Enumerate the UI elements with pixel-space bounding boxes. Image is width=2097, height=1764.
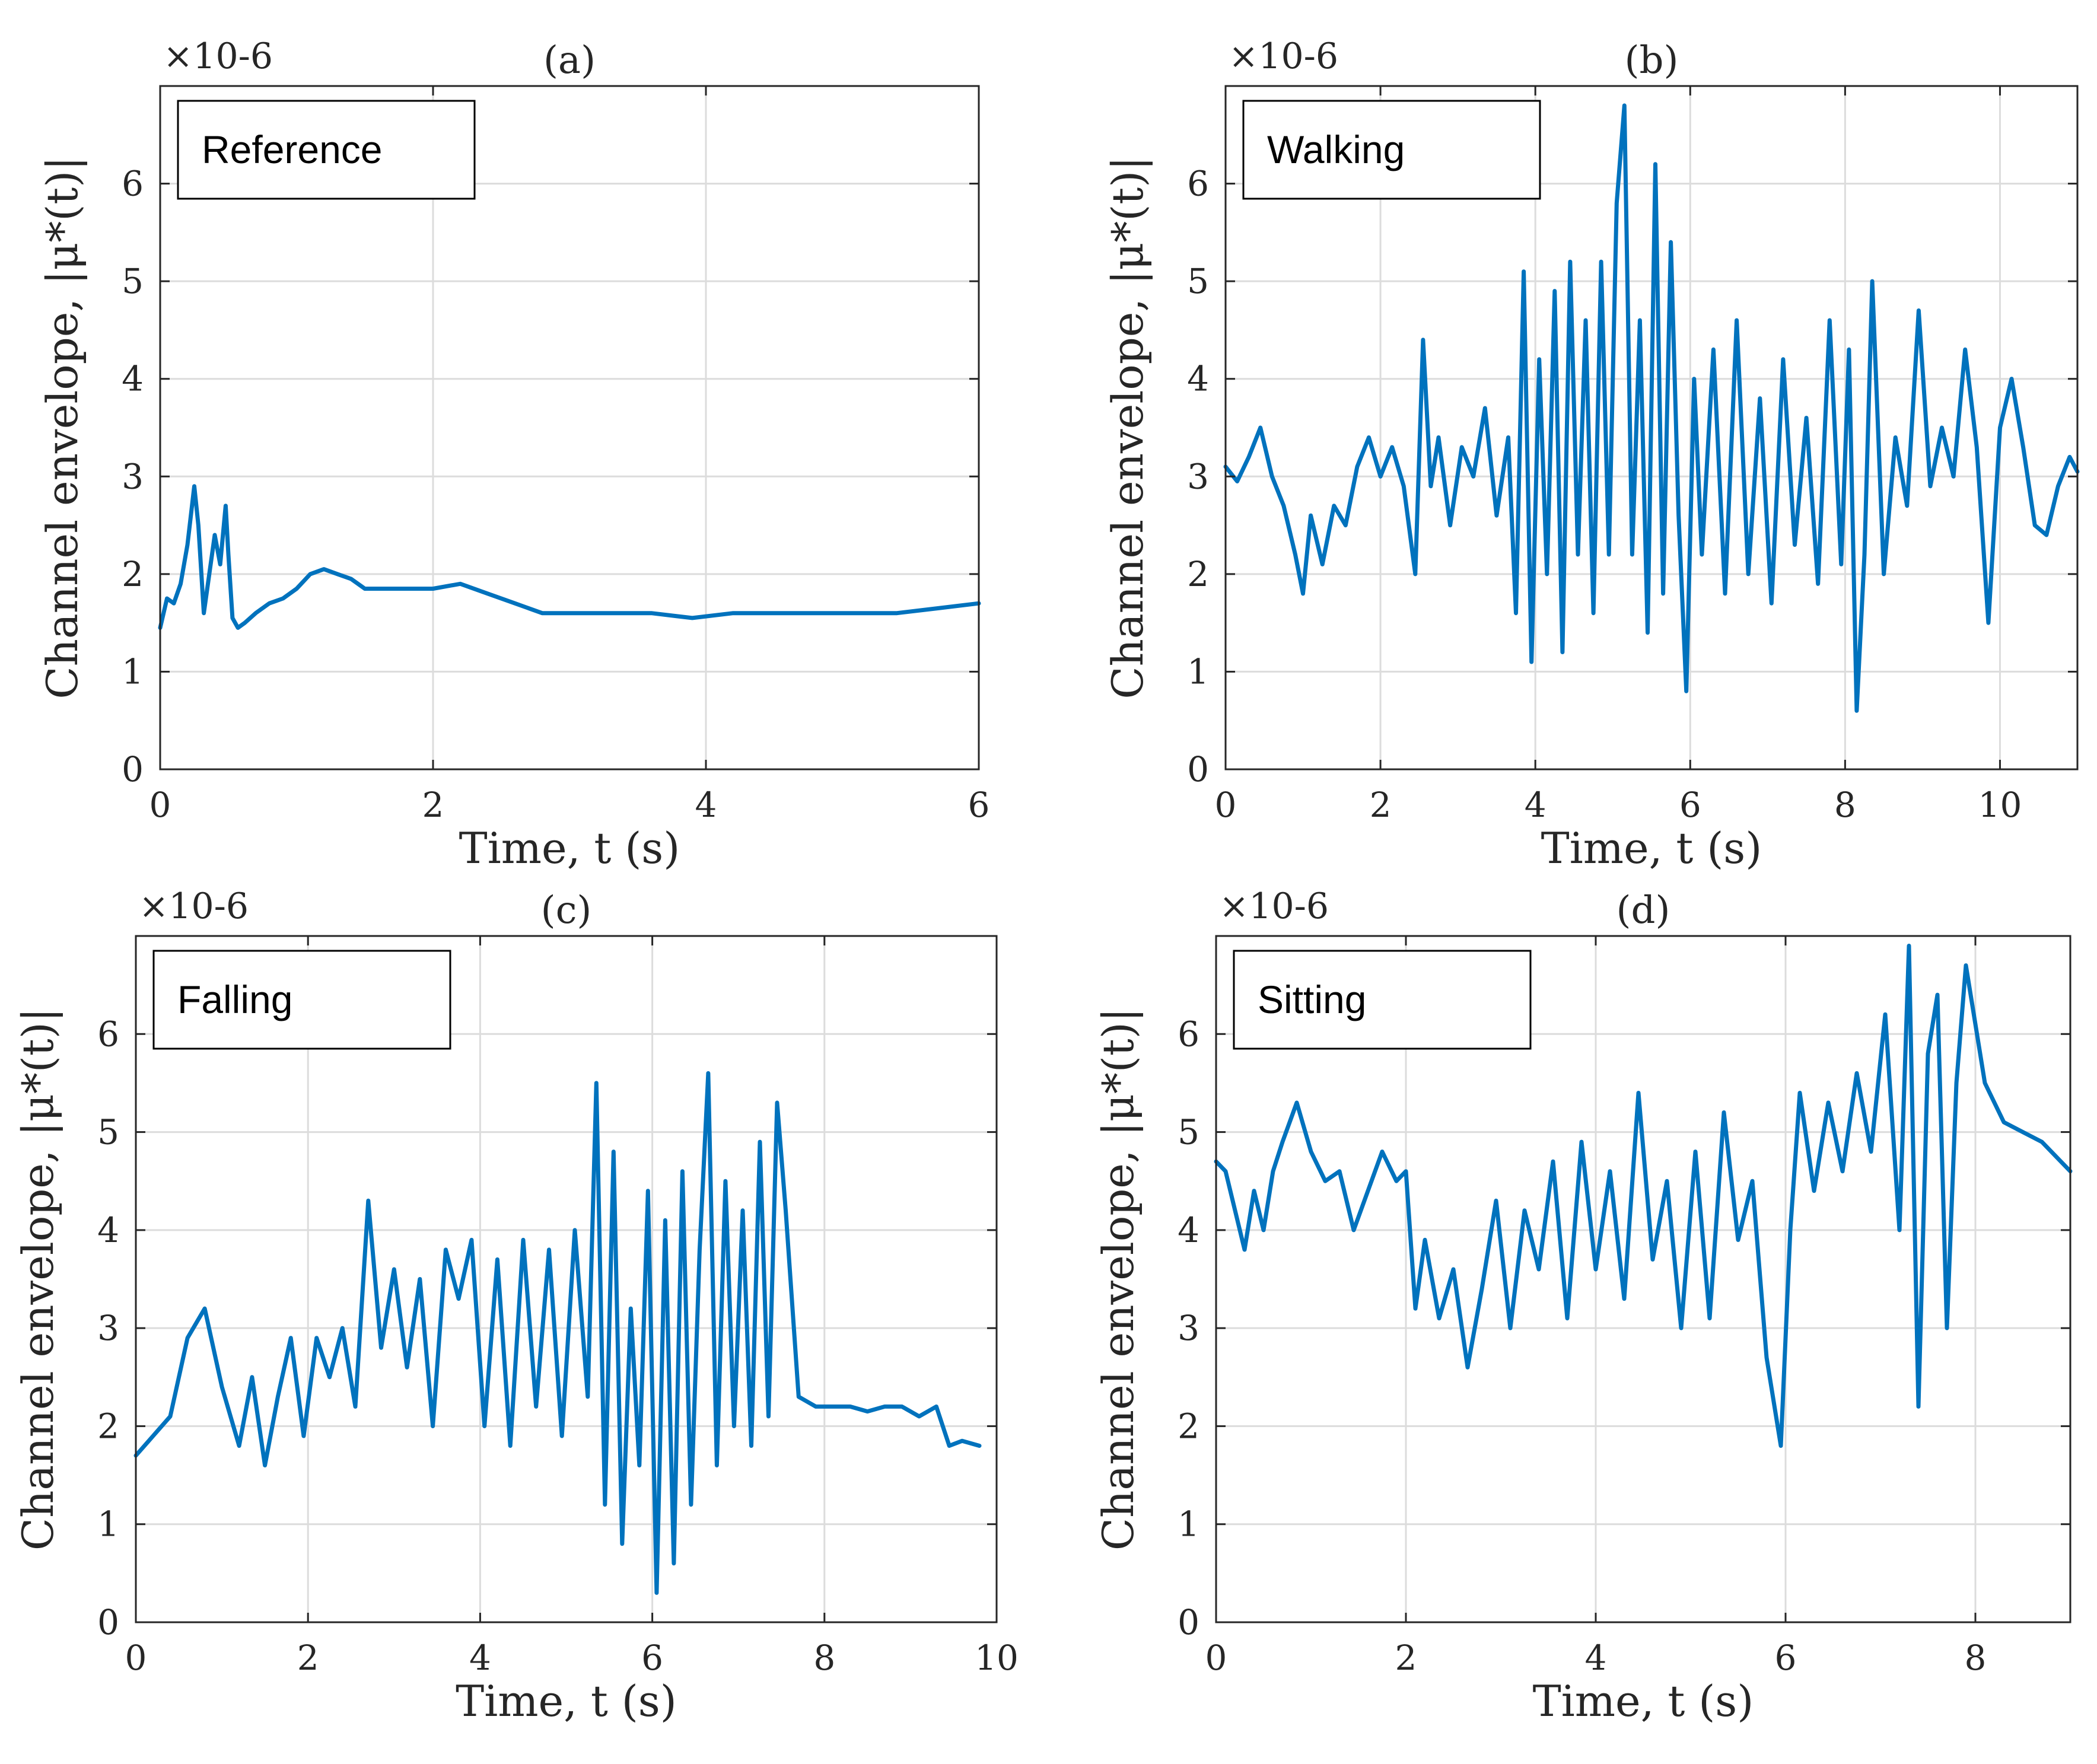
x-tick-label: 0 (1205, 1638, 1227, 1678)
y-axis-label: Channel envelope, |μ*(t)| (1093, 1008, 1143, 1550)
y-tick-label: 1 (97, 1504, 119, 1545)
y-tick-label: 2 (122, 554, 144, 594)
x-tick-label: 0 (1215, 785, 1237, 825)
y-axis-label: Channel envelope, |μ*(t)| (1103, 156, 1153, 699)
panel-title: (d) (1616, 889, 1670, 932)
axes-frame (1224, 85, 2079, 770)
legend: Falling (152, 950, 451, 1050)
y-tick-label: 5 (97, 1112, 119, 1152)
legend-label: Reference (202, 128, 383, 171)
y-tick-label: 3 (122, 456, 144, 496)
x-tick-label: 2 (422, 785, 444, 825)
y-tick-label: 6 (122, 164, 144, 204)
axes-frame (1215, 935, 2071, 1623)
panel-reference: 0 2 4 6 0 1 2 3 4 5 6 (a) ×10-6 Time, t (s) Channel en… (37, 36, 989, 873)
y-tick-label: 2 (97, 1406, 119, 1446)
x-tick-label: 8 (813, 1638, 835, 1678)
y-tick-label: 2 (1187, 554, 1209, 594)
legend: Sitting (1233, 950, 1532, 1050)
series-line-walking (1223, 103, 2080, 713)
x-tick-label: 0 (125, 1638, 147, 1678)
x-tick-label: 2 (297, 1638, 319, 1678)
y-scale-exponent: ×10-6 (1219, 886, 1329, 927)
legend-box (177, 100, 476, 200)
y-tick-label: 4 (97, 1210, 119, 1250)
x-tick-label: 6 (1775, 1638, 1797, 1678)
x-tick-label: 8 (1834, 785, 1856, 825)
panel-title: (c) (541, 889, 592, 932)
plot-area (136, 936, 997, 1622)
legend: Walking (1242, 100, 1541, 200)
y-tick-label: 6 (97, 1014, 119, 1054)
y-tick-label: 3 (1187, 456, 1209, 496)
legend-box (1242, 100, 1541, 200)
y-tick-label: 3 (97, 1308, 119, 1348)
y-tick-label: 6 (1178, 1014, 1199, 1054)
y-tick-label: 5 (122, 261, 144, 301)
legend: Reference (177, 100, 476, 200)
x-tick-label: 8 (1965, 1638, 1987, 1678)
x-axis-label: Time, t (s) (456, 1676, 677, 1726)
x-tick-label: 10 (1978, 785, 2022, 825)
y-axis-label: Channel envelope, |μ*(t)| (13, 1008, 63, 1550)
y-tick-label: 0 (122, 749, 144, 789)
panel-title: (a) (543, 39, 596, 82)
x-tick-label: 4 (695, 785, 717, 825)
x-tick-label: 10 (975, 1638, 1019, 1678)
y-tick-label: 6 (1187, 164, 1209, 204)
y-tick-label: 4 (1187, 359, 1209, 399)
y-tick-label: 3 (1178, 1308, 1199, 1348)
axes-frame (135, 935, 998, 1623)
y-tick-label: 2 (1178, 1406, 1199, 1446)
y-scale-exponent: ×10-6 (139, 886, 249, 927)
x-tick-label: 0 (149, 785, 171, 825)
x-tick-label: 2 (1370, 785, 1392, 825)
y-tick-label: 4 (122, 359, 144, 399)
x-axis-label: Time, t (s) (1533, 1676, 1754, 1726)
y-tick-label: 0 (1187, 749, 1209, 789)
legend-box (1233, 950, 1532, 1050)
x-tick-label: 4 (469, 1638, 491, 1678)
y-tick-label: 1 (122, 651, 144, 692)
y-tick-label: 0 (1178, 1602, 1199, 1642)
y-tick-label: 5 (1178, 1112, 1199, 1152)
y-tick-label: 1 (1178, 1504, 1199, 1545)
legend-label: Sitting (1258, 977, 1366, 1021)
x-tick-label: 6 (968, 785, 990, 825)
x-axis-label: Time, t (s) (1541, 823, 1762, 873)
series-line-reference (158, 484, 981, 630)
x-tick-label: 6 (641, 1638, 663, 1678)
plot-area (160, 86, 979, 769)
x-tick-label: 4 (1585, 1638, 1607, 1678)
panel-falling: 0 2 4 6 8 10 0 1 2 3 4 5 6 (c) ×10-6 Time, t (s) Channel… (13, 886, 1019, 1726)
y-tick-label: 1 (1187, 651, 1209, 692)
legend-box (152, 950, 451, 1050)
x-tick-label: 6 (1679, 785, 1701, 825)
panel-walking: 0 2 4 6 8 10 0 1 2 3 4 5 6 (b) ×10-6 Time, t (s) Channel… (1103, 36, 2080, 873)
y-axis-label: Channel envelope, |μ*(t)| (37, 156, 87, 699)
y-tick-label: 5 (1187, 261, 1209, 301)
axes-frame (159, 85, 980, 770)
series-line-falling (133, 1071, 982, 1595)
legend-label: Walking (1267, 128, 1405, 171)
legend-label: Falling (177, 977, 292, 1021)
x-axis-label: Time, t (s) (459, 823, 680, 873)
series-line-sitting (1214, 944, 2073, 1448)
y-tick-label: 4 (1178, 1210, 1199, 1250)
panel-sitting: 0 2 4 6 8 0 1 2 3 4 5 6 (d) ×10-6 Time, t (s) Channel e… (1093, 886, 2073, 1726)
x-tick-label: 4 (1525, 785, 1547, 825)
y-scale-exponent: ×10-6 (163, 36, 273, 77)
y-tick-label: 0 (97, 1602, 119, 1642)
x-tick-label: 2 (1395, 1638, 1417, 1678)
panel-title: (b) (1625, 39, 1679, 82)
y-scale-exponent: ×10-6 (1229, 36, 1338, 77)
